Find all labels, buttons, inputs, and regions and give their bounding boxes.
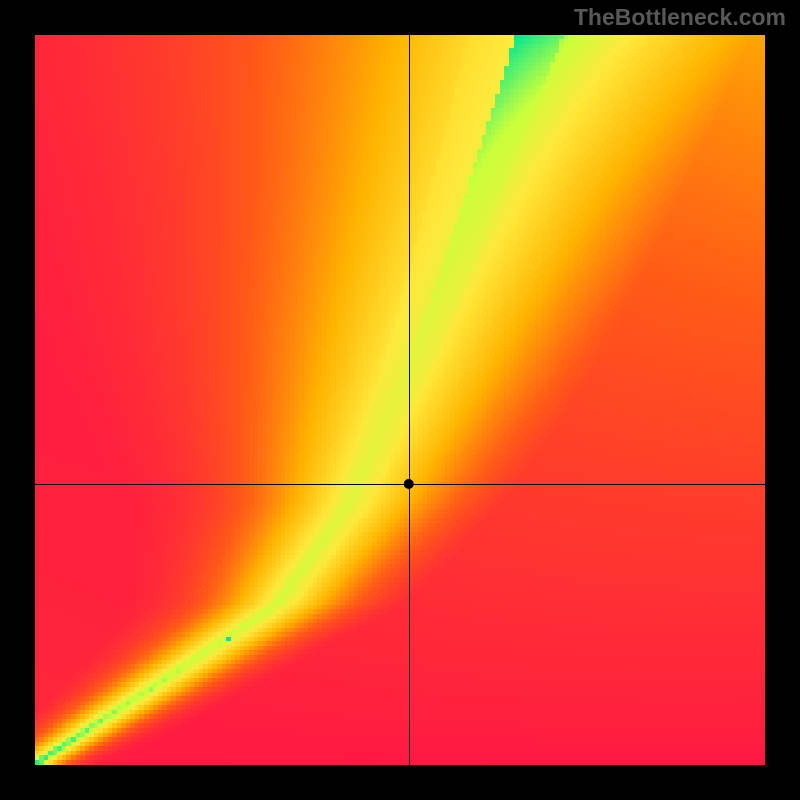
watermark-text: TheBottleneck.com xyxy=(574,4,786,31)
bottleneck-heatmap xyxy=(35,35,765,765)
chart-container: TheBottleneck.com xyxy=(0,0,800,800)
